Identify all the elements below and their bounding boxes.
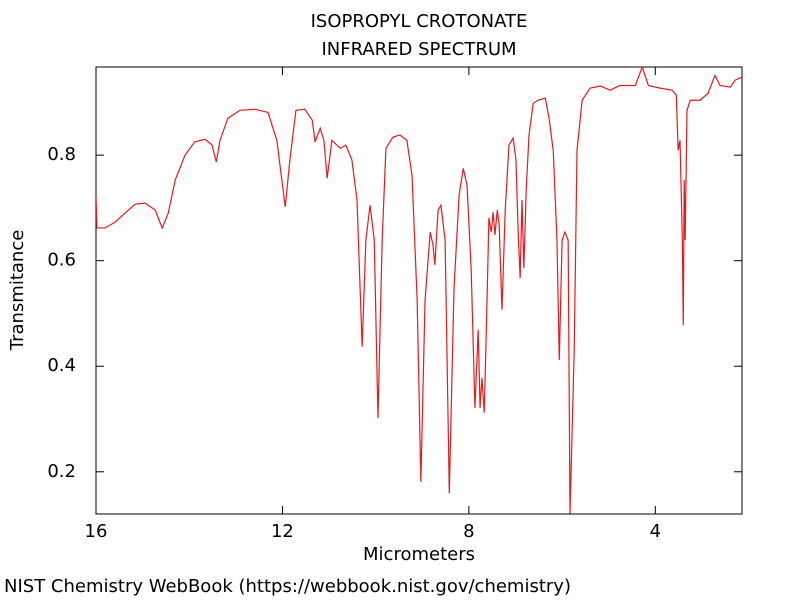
x-tick-label: 4 (650, 521, 661, 542)
y-tick-label: 0.4 (47, 355, 76, 376)
x-tick-label: 16 (85, 521, 108, 542)
x-tick-label: 8 (463, 521, 474, 542)
y-tick-label: 0.6 (47, 250, 76, 271)
chart-subtitle: INFRARED SPECTRUM (321, 39, 516, 60)
y-tick-label: 0.8 (47, 144, 76, 165)
spectrum-line (96, 67, 742, 514)
y-axis-label: Transmitance (7, 230, 28, 352)
y-tick-label: 0.2 (47, 461, 76, 482)
plot-frame (95, 66, 743, 515)
x-axis-label: Micrometers (363, 544, 475, 565)
credit: NIST Chemistry WebBook (https://webbook.… (4, 576, 571, 597)
chart-title: ISOPROPYL CROTONATE (311, 11, 528, 32)
x-tick-label: 12 (271, 521, 294, 542)
